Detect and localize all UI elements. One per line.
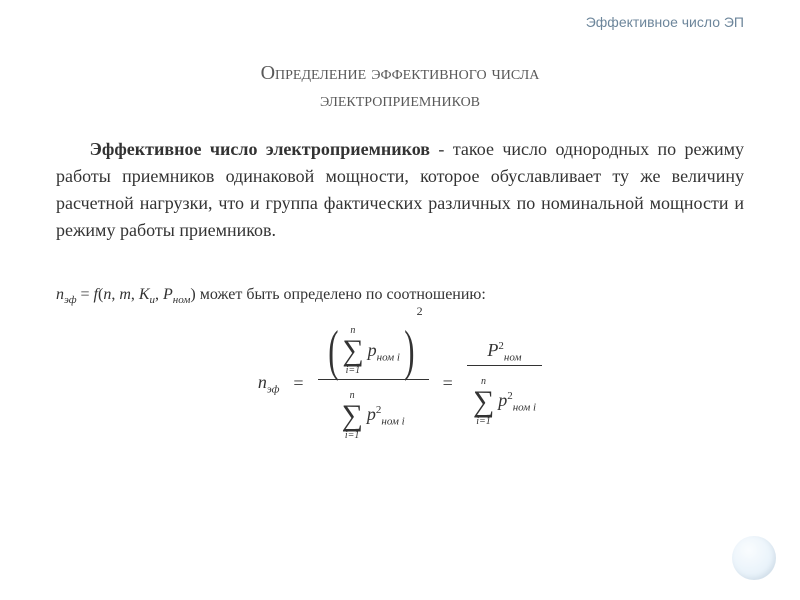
p2-nom-i: p2ном i: [367, 404, 405, 428]
definition-paragraph: Эффективное число электроприемников - та…: [56, 136, 744, 244]
slide: Эффективное число ЭП Определение эффекти…: [0, 0, 800, 600]
sum-p2-nom-i: n ∑ i=1 p2ном i: [341, 391, 404, 441]
sigma-block-1: n ∑ i=1: [342, 326, 363, 376]
p2: p: [367, 404, 376, 424]
outer-square: 2: [417, 304, 423, 318]
formula-lhs: nэф: [258, 372, 280, 396]
title-line-2: электроприемников: [56, 87, 744, 114]
kicker-label: Эффективное число ЭП: [586, 14, 744, 30]
sum-p-nom-i: n ∑ i=1 pном i: [342, 326, 400, 376]
fraction-1-num: ( n ∑ i=1 pном i ) 2: [318, 324, 429, 378]
fraction-2-num: P2ном: [481, 338, 527, 366]
sigma-icon-3: ∑: [473, 387, 494, 417]
formula-area: nэф = ( n ∑ i=1 p: [56, 324, 744, 442]
function-line: nэф = f(n, m, Ки, Рном) может быть опред…: [56, 286, 744, 306]
right-paren-icon: ): [404, 326, 414, 376]
sigma-block-2: n ∑ i=1: [341, 391, 362, 441]
dash: -: [430, 139, 453, 159]
sigma3-bot: i=1: [476, 417, 491, 427]
Pcap-sub: ном: [504, 351, 522, 363]
sigma-icon: ∑: [342, 336, 363, 366]
p3-sq: 2: [507, 390, 513, 402]
sep2: ,: [131, 286, 139, 303]
sigma1-bot: i=1: [346, 366, 361, 376]
p3-sub: ном i: [513, 402, 536, 414]
n-sub: эф: [64, 294, 77, 306]
fraction-2-den: n ∑ i=1 p2ном i: [467, 366, 542, 429]
sep3: ,: [155, 286, 163, 303]
slide-title: Определение эффективного числа электропр…: [56, 60, 744, 114]
n-var: n: [56, 286, 64, 303]
defined-term: Эффективное число электроприемников: [90, 139, 430, 159]
p1-sub: ном i: [377, 351, 400, 363]
arg-m: m: [119, 286, 131, 303]
sigma-icon-2: ∑: [341, 401, 362, 431]
arg-K: К: [139, 286, 150, 303]
p2-sq: 2: [376, 404, 382, 416]
lhs-n: n: [258, 372, 267, 392]
lhs-n-sub: эф: [267, 383, 280, 395]
p3-nom-i: p2ном i: [498, 390, 536, 414]
p1: p: [368, 340, 377, 360]
arg-P: Р: [163, 286, 173, 303]
sum-p2-nom-i-2: n ∑ i=1 p2ном i: [473, 377, 536, 427]
func-tail: может быть определено по соотношению:: [196, 286, 486, 303]
left-paren-icon: (: [328, 326, 338, 376]
title-line-1: Определение эффективного числа: [56, 60, 744, 87]
p-nom-i-1: pном i: [368, 340, 400, 364]
arg-P-sub: ном: [173, 294, 191, 306]
corner-ornament-icon: [732, 536, 776, 580]
Pcap-sq: 2: [498, 340, 504, 352]
fraction-1: ( n ∑ i=1 pном i ) 2: [318, 324, 429, 442]
eq-sign-1: =: [77, 286, 94, 303]
sigma-block-3: n ∑ i=1: [473, 377, 494, 427]
Pcap-nom: P2ном: [487, 340, 521, 360]
fraction-2: P2ном n ∑ i=1 p2ном i: [467, 338, 542, 430]
paren-block: ( n ∑ i=1 pном i ): [324, 326, 419, 376]
formula: nэф = ( n ∑ i=1 p: [258, 324, 542, 442]
eq-sign-3: =: [439, 373, 457, 394]
eq-sign-2: =: [289, 373, 307, 394]
Pcap: P: [487, 340, 498, 360]
p2-sub: ном i: [381, 415, 404, 427]
sigma2-bot: i=1: [345, 431, 360, 441]
p3: p: [498, 390, 507, 410]
fraction-1-den: n ∑ i=1 p2ном i: [335, 380, 410, 443]
